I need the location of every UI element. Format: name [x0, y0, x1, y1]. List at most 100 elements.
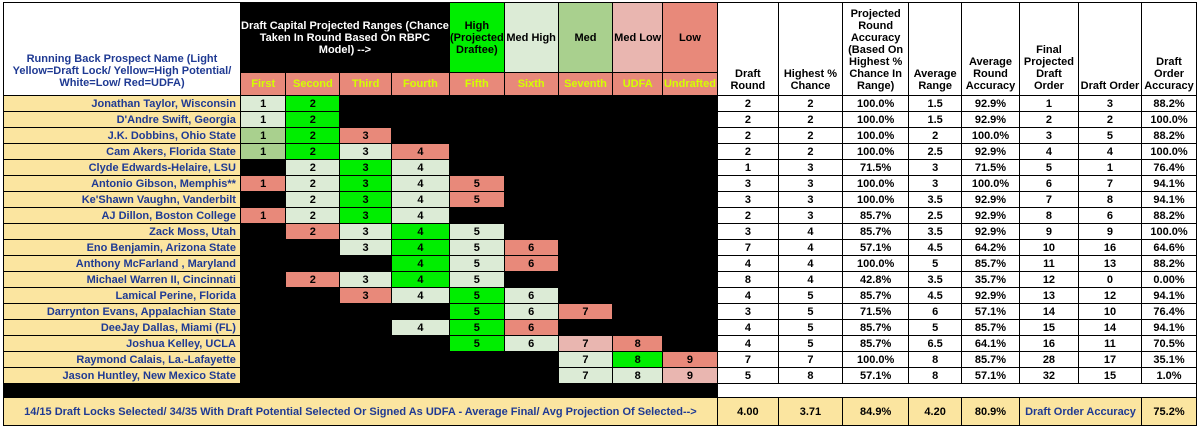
projected-accuracy-header: Projected Round Accuracy (Based On Highe… [842, 2, 910, 96]
round-cell: 4 [390, 319, 450, 336]
stat-cell: 5 [777, 319, 844, 336]
stat-cell: 85.7% [842, 335, 910, 352]
stat-cell: 17 [1077, 351, 1143, 368]
stat-cell: 4 [1018, 143, 1079, 160]
empty-cell [662, 335, 718, 352]
stat-cell: 3 [716, 303, 779, 320]
round-cell: 2 [285, 143, 341, 160]
stat-cell: 92.9% [961, 191, 1020, 208]
stat-cell: 13 [1018, 287, 1079, 304]
round-cell: 5 [448, 271, 505, 288]
empty-cell [612, 319, 664, 336]
stat-cell: 2 [1077, 111, 1143, 128]
stat-cell: 64.6% [1141, 239, 1197, 256]
round-cell: 8 [612, 335, 664, 352]
round-fifth-label: Fifth [448, 72, 505, 96]
round-cell: 7 [557, 351, 614, 368]
stat-cell: 3 [716, 223, 779, 240]
prospect-name: Raymond Calais, La.-Lafayette [3, 351, 241, 368]
stat-cell: 35.1% [1141, 351, 1197, 368]
empty-cell [239, 239, 287, 256]
empty-cell [662, 303, 718, 320]
stat-cell: 13 [1077, 255, 1143, 272]
empty-cell [285, 335, 341, 352]
empty-cell [339, 255, 392, 272]
stat-cell: 94.1% [1141, 191, 1197, 208]
stat-cell: 71.5% [842, 159, 910, 176]
empty-cell [448, 159, 505, 176]
table-row: Zack Moss, Utah 2 3 4 5 3 4 85.7% 3.5 92.9% 9 9 100.… [3, 223, 1197, 240]
stat-cell: 85.7% [842, 223, 910, 240]
stat-cell: 76.4% [1141, 159, 1197, 176]
round-cell: 4 [390, 159, 450, 176]
empty-cell [239, 191, 287, 208]
prospect-name: Cam Akers, Florida State [3, 143, 241, 160]
stat-cell: 8 [1018, 207, 1079, 224]
round-cell: 5 [448, 239, 505, 256]
stat-cell: 57.1% [961, 303, 1020, 320]
empty-cell [239, 255, 287, 272]
round-cell: 5 [448, 223, 505, 240]
level-low-header: Low [662, 2, 718, 73]
round-cell: 3 [339, 207, 392, 224]
round-cell: 5 [448, 335, 505, 352]
empty-cell [557, 143, 614, 160]
empty-cell [662, 175, 718, 192]
round-cell: 1 [239, 95, 287, 112]
stat-cell: 100.0% [1141, 223, 1197, 240]
stat-cell: 92.9% [961, 111, 1020, 128]
round-first-label: First [239, 72, 287, 96]
stat-cell: 16 [1018, 335, 1079, 352]
stat-cell: 92.9% [961, 223, 1020, 240]
prospect-name: Darrynton Evans, Appalachian State [3, 303, 241, 320]
round-cell: 1 [239, 111, 287, 128]
empty-cell [390, 351, 450, 368]
table-row: Anthony McFarland , Maryland 4 5 6 4 4 100.0% 5… [3, 255, 1197, 272]
stat-cell: 92.9% [961, 143, 1020, 160]
stat-cell: 3.5 [908, 271, 963, 288]
stat-cell: 35.7% [961, 271, 1020, 288]
footer-highest-chance: 3.71 [777, 397, 844, 426]
stat-cell: 1 [716, 159, 779, 176]
stat-cell: 100.0% [1141, 111, 1197, 128]
empty-cell [503, 191, 559, 208]
empty-cell [390, 367, 450, 384]
round-cell: 8 [612, 351, 664, 368]
round-cell: 4 [390, 255, 450, 272]
stat-cell: 32 [1018, 367, 1079, 384]
stat-cell: 2 [777, 143, 844, 160]
empty-cell [662, 111, 718, 128]
empty-cell [448, 367, 505, 384]
empty-cell [612, 207, 664, 224]
stat-cell: 1.5 [908, 111, 963, 128]
stat-cell: 85.7% [842, 207, 910, 224]
empty-cell [662, 255, 718, 272]
prospect-name: AJ Dillon, Boston College [3, 207, 241, 224]
stat-cell: 2.5 [908, 143, 963, 160]
footer-projected-accuracy: 84.9% [842, 397, 910, 426]
empty-cell [612, 255, 664, 272]
empty-cell [239, 335, 287, 352]
stat-cell: 2 [777, 95, 844, 112]
prospect-name: Clyde Edwards-Helaire, LSU [3, 159, 241, 176]
empty-cell [239, 319, 287, 336]
round-sixth-label: Sixth [503, 72, 559, 96]
empty-cell [557, 95, 614, 112]
prospect-name-header: Running Back Prospect Name (Light Yellow… [3, 2, 241, 96]
stat-cell: 7 [777, 351, 844, 368]
round-cell: 3 [339, 223, 392, 240]
empty-cell [503, 111, 559, 128]
prospect-name: DeeJay Dallas, Miami (FL) [3, 319, 241, 336]
stat-cell: 85.7% [961, 351, 1020, 368]
round-cell: 2 [285, 223, 341, 240]
stat-cell: 88.2% [1141, 127, 1197, 144]
empty-cell [285, 319, 341, 336]
empty-cell [662, 271, 718, 288]
empty-cell [503, 271, 559, 288]
empty-cell [662, 95, 718, 112]
stat-cell: 1 [1077, 159, 1143, 176]
empty-cell [612, 303, 664, 320]
empty-cell [503, 207, 559, 224]
round-third-label: Third [339, 72, 392, 96]
level-high-header: High (Projected Draftee) [448, 2, 505, 73]
